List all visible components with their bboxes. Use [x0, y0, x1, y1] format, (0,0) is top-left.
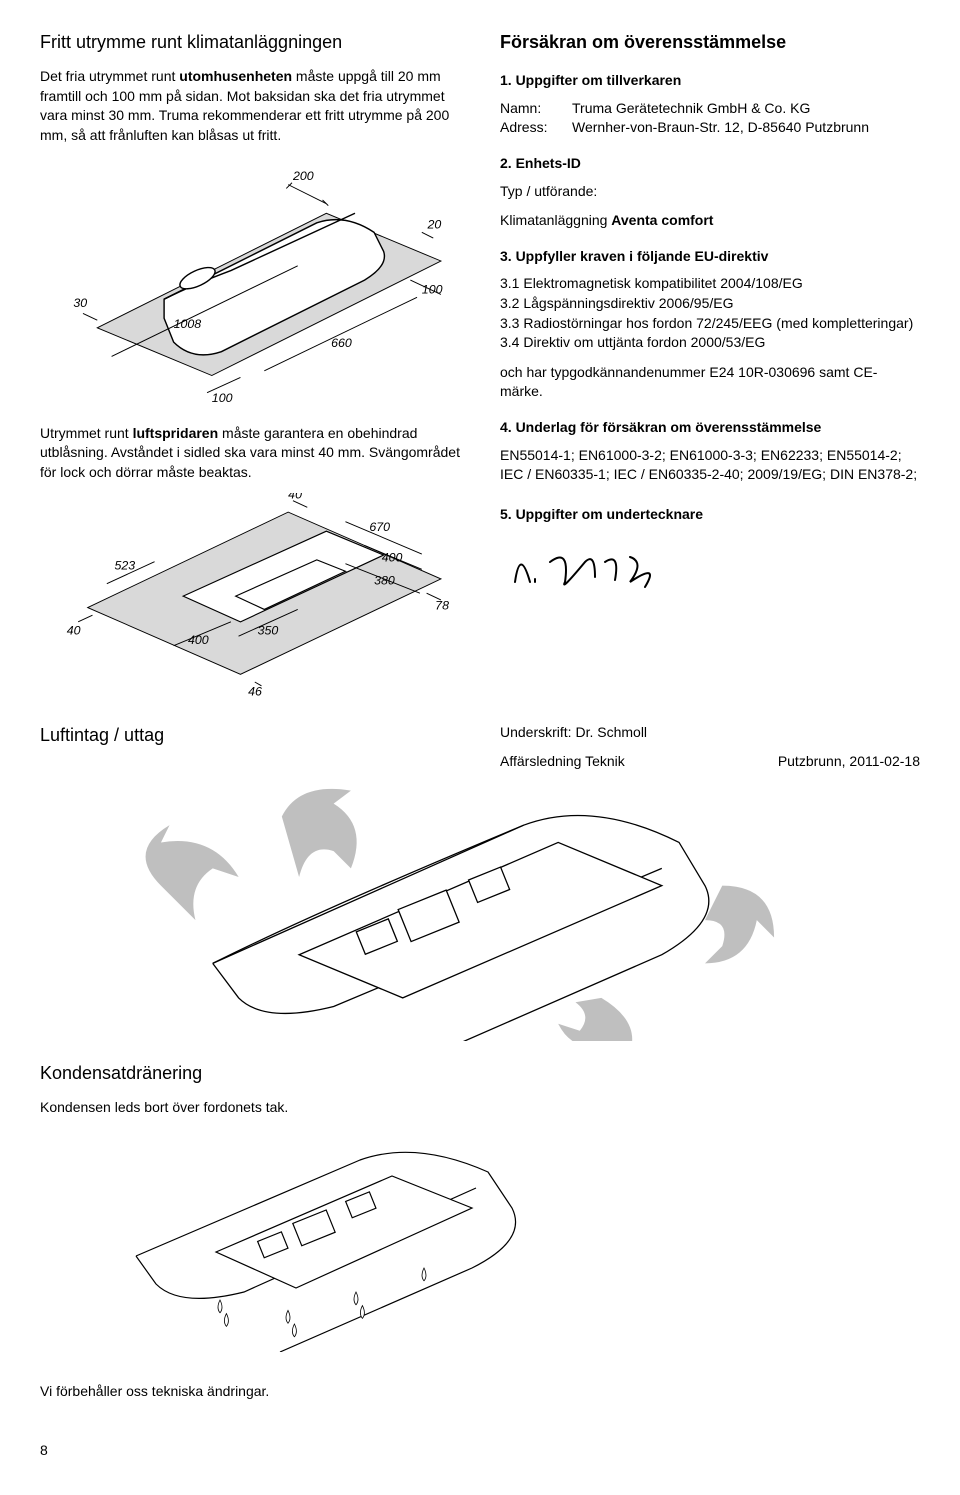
text: Utrymmet runt — [40, 425, 133, 441]
page-number: 8 — [40, 1441, 920, 1461]
row-luftintag-signature: Luftintag / uttag Underskrift: Dr. Schmo… — [40, 723, 920, 772]
dim-30: 30 — [73, 295, 87, 309]
dim-46: 46 — [248, 684, 262, 698]
value-namn: Truma Gerätetechnik GmbH & Co. KG — [572, 99, 810, 119]
right-column: Försäkran om överensstämmelse 1. Uppgift… — [500, 30, 920, 723]
bold-utomhusenheten: utomhusenheten — [179, 68, 292, 84]
text-underskrift-name: Underskrift: Dr. Schmoll — [500, 723, 920, 743]
dim-78: 78 — [435, 598, 449, 612]
diagram-air-diffuser: 40 523 40 400 670 400 380 78 350 46 — [40, 493, 460, 703]
dim-40b: 40 — [67, 623, 81, 637]
dim-660: 660 — [331, 335, 352, 349]
heading-kondens: Kondensatdränering — [40, 1061, 920, 1086]
paragraph-utomhusenheten: Det fria utrymmet runt utomhusenheten må… — [40, 67, 460, 145]
diagram-condensate — [40, 1128, 600, 1352]
list-item: 3.2 Lågspänningsdirektiv 2006/95/EG — [500, 294, 920, 314]
text-disclaimer: Vi förbehåller oss tekniska ändringar. — [40, 1382, 920, 1402]
label-typ-utforande: Typ / utförande: — [500, 182, 920, 202]
row-namn: Namn: Truma Gerätetechnik GmbH & Co. KG — [500, 99, 920, 119]
text: Det fria utrymmet runt — [40, 68, 179, 84]
dim-400a: 400 — [188, 632, 209, 646]
list-item: 3.4 Direktiv om uttjänta fordon 2000/53/… — [500, 333, 920, 353]
dim-100a: 100 — [422, 282, 443, 296]
text-role: Affärsledning Teknik — [500, 752, 625, 772]
list-item: 3.1 Elektromagnetisk kompatibilitet 2004… — [500, 274, 920, 294]
top-two-column: Fritt utrymme runt klimatanläggningen De… — [40, 30, 920, 723]
subheading-tillverkaren: 1. Uppgifter om tillverkaren — [500, 71, 920, 91]
signature-image — [500, 542, 700, 592]
list-eu-direktiv: 3.1 Elektromagnetisk kompatibilitet 2004… — [500, 274, 920, 352]
text-kondens: Kondensen leds bort över fordonets tak. — [40, 1098, 920, 1118]
dim-100b: 100 — [212, 391, 233, 404]
text-typgodkand: och har typgodkännandenummer E24 10R-030… — [500, 363, 920, 402]
dim-350: 350 — [258, 623, 279, 637]
dim-523: 523 — [114, 558, 135, 572]
diagram-roof-clearance: 200 20 30 100 660 1008 100 — [40, 156, 460, 404]
col-signature-caption: Underskrift: Dr. Schmoll Affärsledning T… — [500, 723, 920, 772]
heading-forsakran: Försäkran om överensstämmelse — [500, 30, 920, 55]
bold-luftspridaren: luftspridaren — [133, 425, 219, 441]
dim-20: 20 — [427, 217, 442, 231]
left-column: Fritt utrymme runt klimatanläggningen De… — [40, 30, 460, 723]
dim-1008: 1008 — [174, 316, 202, 330]
paragraph-luftspridaren: Utrymmet runt luftspridaren måste garant… — [40, 424, 460, 483]
heading-fritt-utrymme: Fritt utrymme runt klimatanläggningen — [40, 30, 460, 55]
diagram-airflow — [40, 782, 800, 1041]
subheading-enhets-id: 2. Enhets-ID — [500, 154, 920, 174]
row-adress: Adress: Wernher-von-Braun-Str. 12, D-856… — [500, 118, 920, 138]
col-luftintag: Luftintag / uttag — [40, 723, 460, 772]
subheading-undertecknare: 5. Uppgifter om undertecknare — [500, 505, 920, 525]
text-place-date: Putzbrunn, 2011-02-18 — [778, 752, 920, 772]
dim-40a: 40 — [288, 493, 302, 502]
value-typ-utforande: Klimatanläggning Aventa comfort — [500, 211, 920, 231]
heading-luftintag: Luftintag / uttag — [40, 723, 460, 748]
dim-400b: 400 — [382, 550, 403, 564]
text-standards: EN55014-1; EN61000-3-2; EN61000-3-3; EN6… — [500, 446, 920, 485]
bold-aventa: Aventa comfort — [611, 212, 713, 228]
subheading-eu-direktiv: 3. Uppfyller kraven i följande EU-direkt… — [500, 247, 920, 267]
dim-200: 200 — [292, 168, 314, 182]
dim-670: 670 — [369, 520, 390, 534]
value-adress: Wernher-von-Braun-Str. 12, D-85640 Putzb… — [572, 118, 869, 138]
list-item: 3.3 Radiostörningar hos fordon 72/245/EE… — [500, 314, 920, 334]
label-adress: Adress: — [500, 118, 560, 138]
subheading-underlag: 4. Underlag för försäkran om överensstäm… — [500, 418, 920, 438]
text: Klimatanläggning — [500, 212, 611, 228]
row-role-date: Affärsledning Teknik Putzbrunn, 2011-02-… — [500, 752, 920, 772]
dim-380: 380 — [374, 573, 395, 587]
label-namn: Namn: — [500, 99, 560, 119]
